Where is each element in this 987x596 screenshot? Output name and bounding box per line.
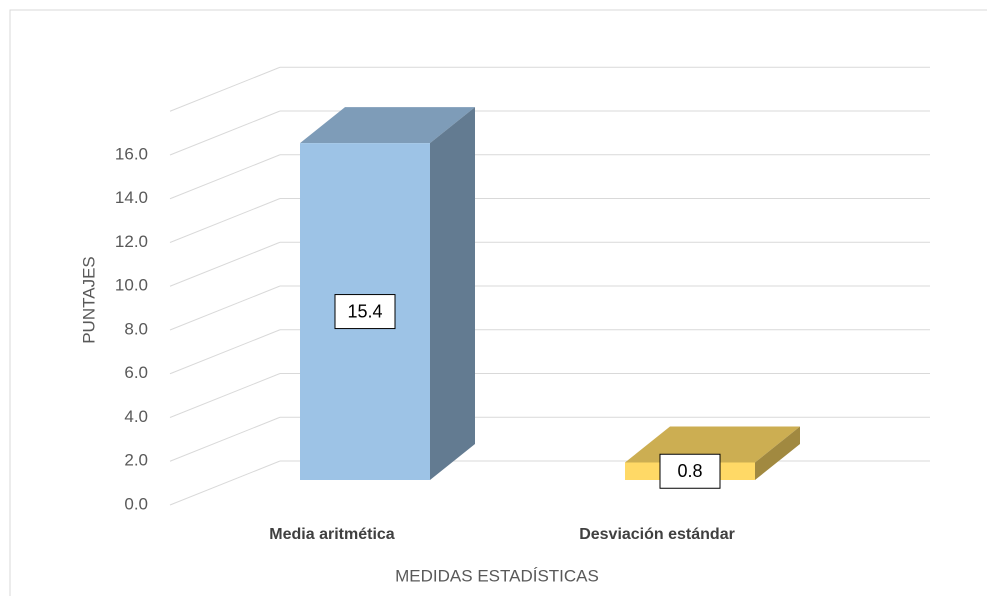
x-tick-label: Media aritmética xyxy=(269,526,394,543)
x-tick-label: Desviación estándar xyxy=(579,526,735,543)
bar-top xyxy=(300,107,475,144)
chart-border xyxy=(9,9,987,596)
y-tick-label: 16.0 xyxy=(115,144,148,163)
grid-line xyxy=(169,285,281,331)
grid-line xyxy=(169,198,281,243)
x-axis-title: MEDIDAS ESTADÍSTICAS xyxy=(395,566,599,585)
y-tick-label: 14.0 xyxy=(115,188,148,207)
y-tick-label: 0.0 xyxy=(124,494,148,513)
grid-line xyxy=(169,154,281,200)
y-tick-label: 6.0 xyxy=(124,363,148,382)
wall-edge xyxy=(169,66,281,112)
y-axis-title: PUNTAJES xyxy=(79,256,98,344)
data-label: 0.8 xyxy=(677,461,702,481)
grid-line xyxy=(169,329,281,375)
bar-side xyxy=(755,426,800,480)
y-tick-label: 2.0 xyxy=(124,451,148,470)
grid-line xyxy=(169,460,281,506)
data-label-box xyxy=(659,453,721,489)
grid-line xyxy=(169,416,281,462)
y-tick-label: 8.0 xyxy=(124,319,148,338)
grid-line xyxy=(169,241,281,287)
data-label-box xyxy=(334,294,396,330)
bar-top xyxy=(625,426,800,463)
y-tick-label: 4.0 xyxy=(124,407,148,426)
data-label: 15.4 xyxy=(347,301,382,321)
grid-line xyxy=(169,110,281,156)
grid-line xyxy=(169,373,281,418)
y-tick-label: 12.0 xyxy=(115,232,148,251)
bar-side xyxy=(430,107,475,480)
y-tick-label: 10.0 xyxy=(115,276,148,295)
